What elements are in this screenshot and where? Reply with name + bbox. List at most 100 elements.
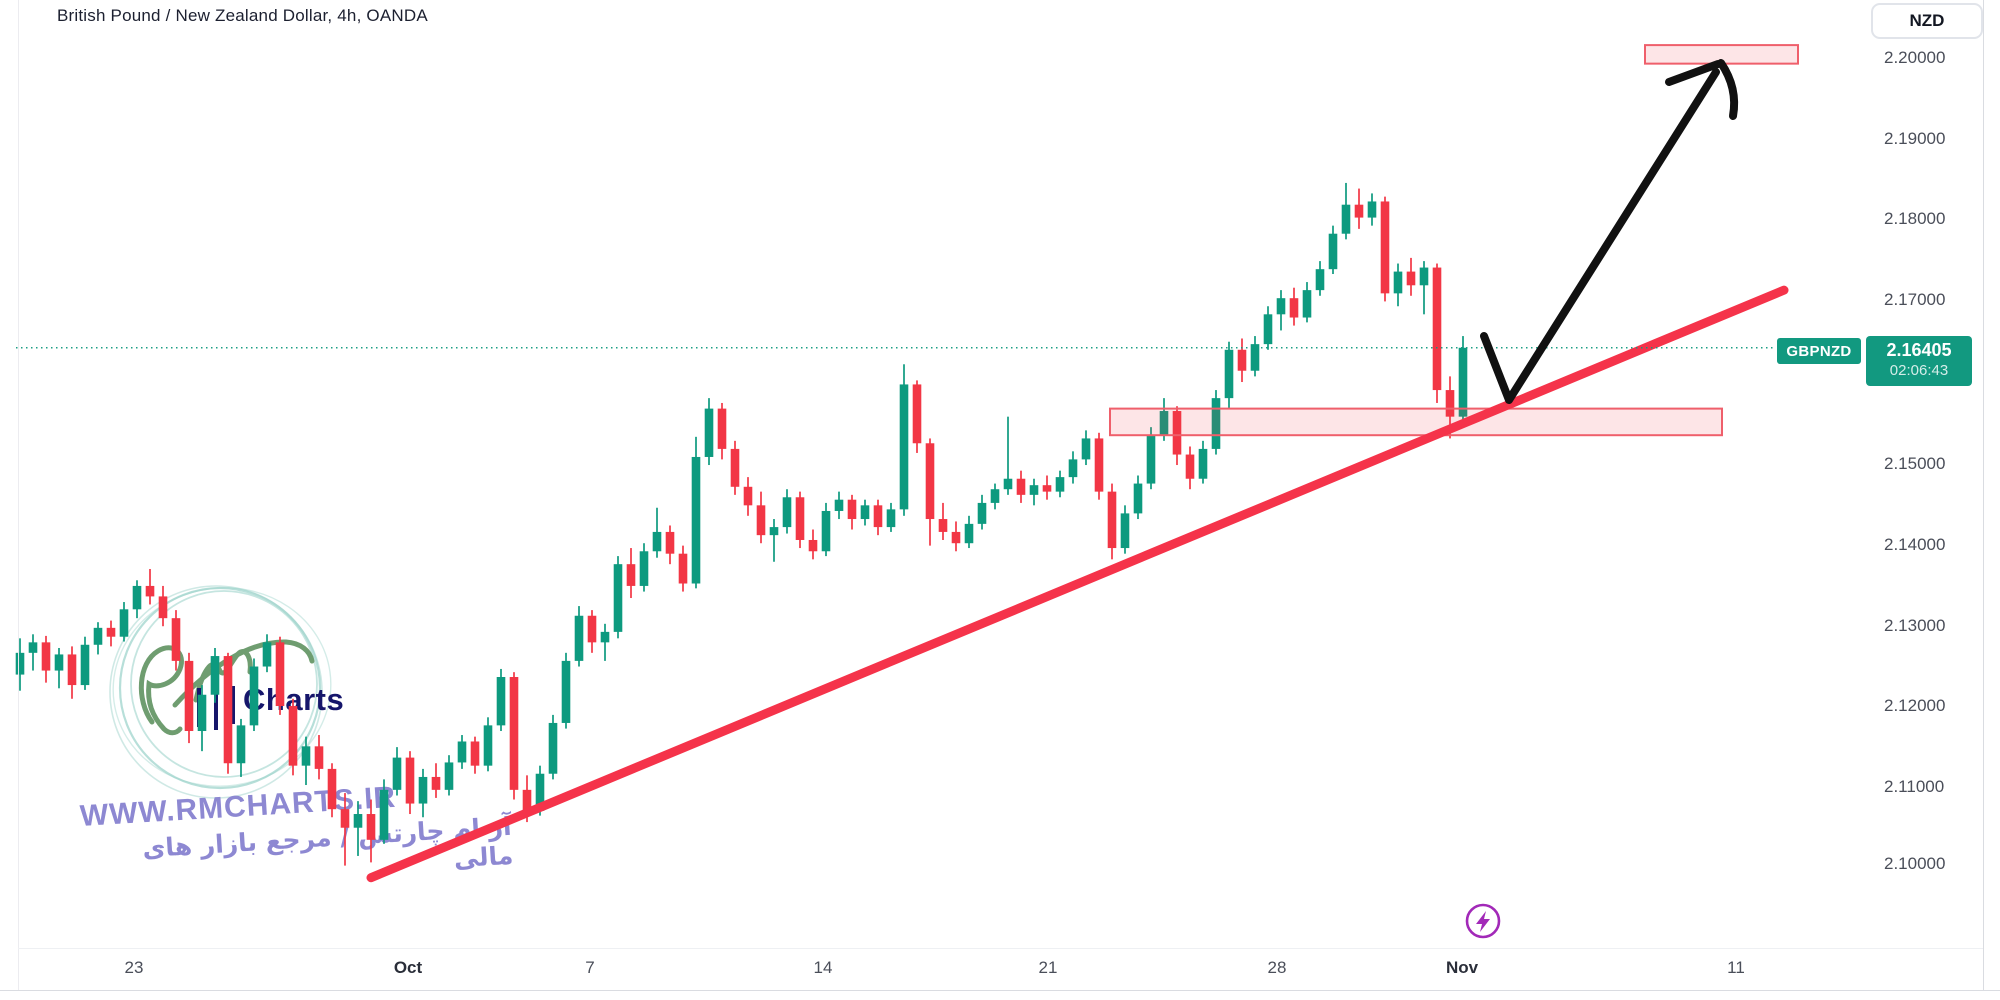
candle-body	[379, 789, 389, 840]
candle-body	[847, 499, 857, 520]
candle-body	[236, 725, 246, 764]
candle-body	[834, 499, 844, 511]
candle-body	[145, 585, 155, 597]
candle-body	[210, 656, 220, 695]
candle-body	[1185, 454, 1195, 479]
candle-body	[769, 527, 779, 536]
price-axis-label: 2.13000	[1884, 616, 1946, 635]
candle-body	[1094, 438, 1104, 492]
chart-left-border	[18, 0, 19, 990]
candle-wick	[1007, 416, 1009, 495]
candle-body	[470, 741, 480, 766]
candle-body	[1237, 349, 1247, 371]
candle-body	[1419, 267, 1429, 286]
projection-arrow[interactable]	[1480, 59, 1739, 404]
time-axis-label: 14	[813, 958, 833, 977]
candle-body	[1445, 390, 1455, 417]
candle-body	[1458, 347, 1468, 417]
candle-body	[41, 642, 51, 671]
candle-body	[964, 523, 974, 544]
candle-body	[1081, 438, 1091, 460]
candle-body	[977, 502, 987, 524]
candle-body	[1055, 477, 1065, 492]
candle-body	[1315, 269, 1325, 291]
candle-body	[626, 564, 636, 586]
candle-body	[1198, 448, 1208, 479]
candle-body	[106, 627, 116, 637]
candle-body	[1341, 204, 1351, 234]
candle-body	[730, 448, 740, 487]
candle-body	[678, 553, 688, 584]
candle-body	[1120, 513, 1130, 549]
candle-body	[171, 618, 181, 661]
time-axis-separator	[18, 948, 1983, 949]
candle-body	[600, 631, 610, 643]
candle-body	[821, 510, 831, 552]
candle-body	[574, 615, 584, 661]
candle-body	[1354, 204, 1364, 218]
candle-body	[561, 660, 571, 723]
price-scale[interactable]: 2.16405 02:06:43 2.20000 2.19000 2.18000 2.…	[1862, 0, 1983, 990]
candle-body	[925, 443, 935, 520]
price-axis-label: 2.18000	[1884, 209, 1946, 228]
candle-body	[93, 627, 103, 645]
candle-body	[717, 408, 727, 449]
time-axis-label: 23	[124, 958, 144, 977]
candle-body	[1107, 491, 1117, 549]
candle-body	[1263, 314, 1273, 345]
candle-wick	[344, 793, 346, 866]
candle-body	[444, 762, 454, 790]
candle-body	[1328, 233, 1338, 270]
price-axis-label: 2.15000	[1884, 454, 1946, 473]
price-axis-label: 2.17000	[1884, 290, 1946, 309]
price-axis-label: 2.12000	[1884, 696, 1946, 715]
candles	[15, 182, 1468, 866]
candle-body	[1393, 271, 1403, 294]
candle-body	[912, 384, 922, 444]
candle-body	[1211, 398, 1221, 449]
candle-body	[873, 505, 883, 528]
candle-body	[535, 773, 545, 811]
candle-body	[899, 384, 909, 510]
time-axis-label: Nov	[1445, 958, 1479, 977]
candle-body	[509, 677, 519, 790]
candle-body	[1029, 485, 1039, 495]
candle-body	[132, 585, 142, 610]
currency-toggle-button[interactable]: NZD	[1871, 3, 1983, 39]
candle-body	[54, 654, 64, 671]
price-axis-label: 2.11000	[1884, 777, 1945, 796]
candle-body	[938, 519, 948, 532]
candle-body	[795, 497, 805, 540]
candle-body	[496, 677, 506, 726]
price-axis-label: 2.10000	[1884, 854, 1946, 873]
candle-body	[652, 531, 662, 552]
candle-body	[1302, 290, 1312, 318]
candle-body	[80, 644, 90, 686]
candle-body	[119, 609, 129, 637]
lightning-icon[interactable]	[1465, 903, 1501, 939]
candle-body	[743, 486, 753, 506]
ascending-trendline[interactable]	[366, 285, 1789, 883]
candle-body	[587, 615, 597, 643]
resistance-zone-mid[interactable]	[1109, 407, 1723, 437]
price-axis-label: 2.19000	[1884, 129, 1946, 148]
candle-body	[405, 757, 415, 804]
price-axis-label: 2.20000	[1884, 48, 1946, 67]
candle-body	[223, 656, 233, 764]
time-axis-label: 7	[585, 958, 595, 977]
candle-body	[249, 666, 259, 726]
candle-body	[1016, 478, 1026, 495]
price-scale-right-border	[1983, 0, 1984, 990]
candle-body	[288, 706, 298, 766]
candle-body	[197, 694, 207, 732]
candle-body	[314, 746, 324, 769]
time-scale[interactable]: 23 Oct 7 14 21 28 Nov 11	[0, 948, 1983, 990]
symbol-price-label: GBPNZD	[1777, 338, 1861, 364]
candle-body	[1172, 411, 1182, 455]
candle-body	[431, 776, 441, 790]
candle-body	[1133, 483, 1143, 514]
candle-body	[1159, 411, 1169, 436]
